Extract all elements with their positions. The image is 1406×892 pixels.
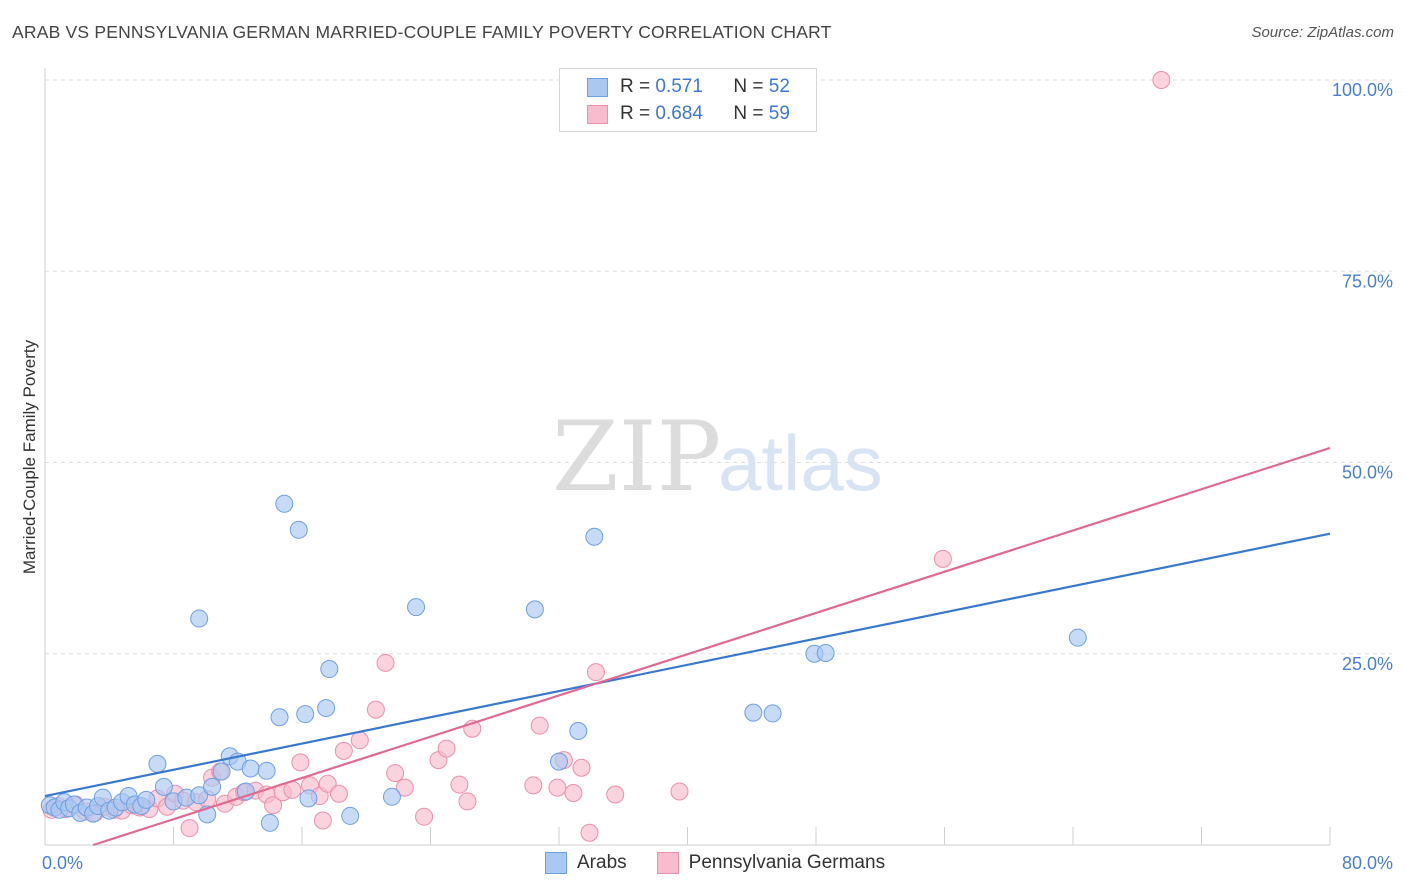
pg-point	[350, 731, 369, 750]
y-tick-label: 25.0%	[1342, 654, 1393, 674]
legend-pg-swatch	[656, 852, 679, 874]
arabs-point	[154, 777, 173, 796]
arabs-point	[816, 643, 835, 662]
arabs-series	[40, 494, 1087, 832]
pg-point	[395, 778, 414, 797]
arabs-n-label: N =	[733, 76, 764, 97]
pg-point	[366, 700, 385, 719]
pg-point	[313, 811, 332, 830]
legend-pg-label: Pennsylvania Germans	[688, 852, 886, 873]
pg-point	[933, 549, 952, 568]
arabs-swatch	[587, 77, 608, 97]
pg-r-value: 0.684	[655, 103, 703, 124]
pg-point	[606, 785, 625, 804]
y-tick-label: 75.0%	[1342, 271, 1393, 291]
x-tick-labels: 0.0% 80.0%	[42, 853, 1393, 873]
arabs-point	[407, 598, 426, 617]
y-axis-label: Married-Couple Family Poverty	[20, 339, 39, 574]
grid-lines	[45, 79, 1392, 655]
pg-point	[548, 778, 567, 797]
arabs-point	[289, 520, 308, 539]
arabs-point	[525, 600, 544, 619]
pg-point	[437, 739, 456, 758]
arabs-point	[299, 789, 318, 808]
arabs-point	[320, 660, 339, 679]
stats-legend: R = 0.571 N = 52 R = 0.684 N = 59	[559, 68, 817, 132]
arabs-r-value: 0.571	[655, 76, 703, 97]
series-legend: Arabs Pennsylvania Germans	[545, 852, 885, 874]
y-tick-labels: 25.0% 50.0% 75.0% 100.0%	[1332, 80, 1393, 674]
pg-point	[524, 776, 543, 795]
pg-point	[386, 764, 405, 783]
legend-arabs-label: Arabs	[577, 852, 627, 873]
pg-point	[334, 741, 353, 760]
pg-point	[291, 753, 310, 772]
arabs-point	[296, 705, 315, 724]
arabs-r-label: R =	[620, 76, 651, 97]
pg-point	[264, 796, 283, 815]
pg-point	[580, 823, 599, 842]
watermark-zip: ZIP	[552, 401, 721, 513]
arabs-point	[212, 762, 231, 781]
y-tick-label: 100.0%	[1332, 80, 1393, 100]
arabs-point	[382, 787, 401, 806]
arabs-point	[137, 790, 156, 809]
arabs-point	[190, 609, 209, 628]
arabs-point	[275, 494, 294, 513]
legend-row-arabs: R = 0.571 N = 52	[587, 74, 790, 100]
pg-point	[572, 758, 591, 777]
pg-n-value: 59	[768, 103, 790, 124]
pg-r-label: R =	[620, 103, 651, 124]
pg-point	[329, 784, 348, 803]
trend-lines	[44, 446, 1331, 847]
pg-swatch	[587, 104, 608, 124]
pg-trend-line	[92, 446, 1331, 847]
y-tick-label: 50.0%	[1342, 463, 1393, 483]
arabs-point	[190, 786, 209, 805]
arabs-point	[203, 777, 222, 796]
axes	[44, 68, 1331, 846]
x-tick-label-max: 80.0%	[1342, 853, 1393, 873]
pg-point	[564, 783, 583, 802]
arabs-point	[148, 754, 167, 773]
arabs-n-value: 52	[768, 76, 790, 97]
watermark: ZIP atlas	[552, 401, 883, 513]
pg-point	[376, 653, 395, 672]
x-tick-label-min: 0.0%	[42, 853, 83, 873]
legend-arabs-swatch	[545, 852, 567, 874]
pg-point	[318, 774, 337, 793]
arabs-point	[569, 722, 588, 741]
arabs-point	[585, 527, 604, 546]
pg-point	[415, 807, 434, 826]
arabs-trend-line	[44, 532, 1331, 798]
arabs-point	[317, 699, 336, 718]
pg-point	[530, 716, 549, 735]
arabs-point	[241, 759, 260, 778]
pg-point	[586, 663, 605, 682]
arabs-point	[763, 704, 782, 723]
arabs-point	[270, 708, 289, 727]
arabs-point	[260, 813, 279, 832]
arabs-point	[550, 752, 568, 771]
watermark-atlas: atlas	[718, 419, 883, 507]
arabs-point	[257, 761, 276, 780]
chart-title: ARAB VS PENNSYLVANIA GERMAN MARRIED-COUP…	[12, 22, 832, 42]
pg-point	[670, 782, 689, 801]
arabs-point	[744, 703, 763, 722]
pg-point	[458, 792, 477, 811]
pg-n-label: N =	[733, 103, 764, 124]
source-label: Source: ZipAtlas.com	[1251, 24, 1394, 41]
pg-point	[1152, 71, 1171, 89]
arabs-point	[341, 806, 360, 825]
pg-point	[180, 819, 199, 838]
arabs-point	[1068, 628, 1087, 647]
legend-row-pg: R = 0.684 N = 59	[587, 101, 790, 127]
pg-point	[450, 775, 469, 794]
